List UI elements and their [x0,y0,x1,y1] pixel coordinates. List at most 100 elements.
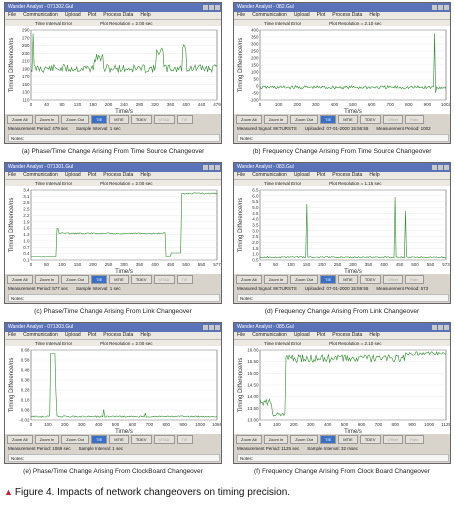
toolbar-button[interactable]: Zoom Out [61,275,90,284]
toolbar-button[interactable]: Zoom In [34,435,60,444]
maximize-icon[interactable] [438,5,443,10]
menu-item[interactable]: Plot [87,332,97,338]
toolbar-button[interactable]: TDEV [130,435,152,444]
minimize-icon[interactable] [203,5,208,10]
toolbar-button[interactable]: Zoom Out [61,115,90,124]
toolbar-button[interactable]: Zoom Out [290,435,319,444]
close-icon[interactable] [444,165,449,170]
menu-item[interactable]: File [8,332,17,338]
maximize-icon[interactable] [209,5,214,10]
toolbar-button[interactable]: Rate [405,275,424,284]
close-icon[interactable] [444,325,449,330]
menu-item[interactable]: Plot [316,332,326,338]
menu-item[interactable]: Plot [316,172,326,178]
toolbar-button[interactable]: Zoom In [34,115,60,124]
minimize-icon[interactable] [432,165,437,170]
toolbar-button[interactable]: Zoom In [263,275,289,284]
menu-item[interactable]: File [237,332,246,338]
toolbar-button[interactable]: TIE [320,435,337,444]
toolbar-button[interactable]: MTIE [338,435,358,444]
maximize-icon[interactable] [438,165,443,170]
menu-item[interactable]: Upload [64,12,81,18]
maximize-icon[interactable] [209,165,214,170]
toolbar-button[interactable]: TIE [320,115,337,124]
minimize-icon[interactable] [203,325,208,330]
minimize-icon[interactable] [432,325,437,330]
toolbar-button[interactable]: Offset [382,275,404,284]
toolbar-button[interactable]: MTAD [153,275,175,284]
menu-item[interactable]: Help [140,12,151,18]
notes-field[interactable]: Notes: [8,454,220,462]
menu-item[interactable]: Help [369,172,380,178]
toolbar-button[interactable]: Zoom In [263,435,289,444]
toolbar-button[interactable]: MTIE [109,115,129,124]
menu-item[interactable]: Upload [64,172,81,178]
menu-item[interactable]: Process Data [103,332,134,338]
toolbar-button[interactable]: TIE [176,115,193,124]
menu-item[interactable]: Plot [316,12,326,18]
menu-item[interactable]: Process Data [332,332,363,338]
toolbar-button[interactable]: TIE [176,435,193,444]
menu-item[interactable]: Communication [252,332,287,338]
toolbar-button[interactable]: TDEV [359,435,381,444]
toolbar-button[interactable]: TIE [176,275,193,284]
toolbar-button[interactable]: Zoom All [7,275,33,284]
menu-item[interactable]: Communication [252,12,287,18]
menu-item[interactable]: Communication [23,12,58,18]
maximize-icon[interactable] [209,325,214,330]
minimize-icon[interactable] [432,5,437,10]
toolbar-button[interactable]: TIE [91,275,108,284]
toolbar-button[interactable]: Zoom Out [290,115,319,124]
menu-item[interactable]: Help [369,12,380,18]
toolbar-button[interactable]: MTIE [109,435,129,444]
menu-item[interactable]: Help [369,332,380,338]
menu-item[interactable]: Help [140,332,151,338]
toolbar-button[interactable]: Zoom All [236,115,262,124]
minimize-icon[interactable] [203,165,208,170]
menu-item[interactable]: Plot [87,12,97,18]
notes-field[interactable]: Notes: [237,454,449,462]
notes-field[interactable]: Notes: [8,294,220,302]
toolbar-button[interactable]: MTIE [109,275,129,284]
toolbar-button[interactable]: TIE [91,115,108,124]
toolbar-button[interactable]: Offset [382,435,404,444]
close-icon[interactable] [444,5,449,10]
menu-item[interactable]: File [237,12,246,18]
notes-field[interactable]: Notes: [237,134,449,142]
menu-item[interactable]: Communication [23,332,58,338]
toolbar-button[interactable]: Zoom All [7,115,33,124]
toolbar-button[interactable]: Rate [405,115,424,124]
toolbar-button[interactable]: TDEV [130,115,152,124]
close-icon[interactable] [215,325,220,330]
close-icon[interactable] [215,5,220,10]
menu-item[interactable]: File [237,172,246,178]
toolbar-button[interactable]: TDEV [359,115,381,124]
toolbar-button[interactable]: Zoom In [34,275,60,284]
toolbar-button[interactable]: TIE [320,275,337,284]
menu-item[interactable]: Upload [293,12,310,18]
menu-item[interactable]: Process Data [103,172,134,178]
menu-item[interactable]: Communication [23,172,58,178]
toolbar-button[interactable]: Zoom All [236,435,262,444]
notes-field[interactable]: Notes: [8,134,220,142]
menu-item[interactable]: File [8,12,17,18]
maximize-icon[interactable] [438,325,443,330]
close-icon[interactable] [215,165,220,170]
notes-field[interactable]: Notes: [237,294,449,302]
menu-item[interactable]: Process Data [332,172,363,178]
toolbar-button[interactable]: MTAD [153,435,175,444]
menu-item[interactable]: Communication [252,172,287,178]
toolbar-button[interactable]: Zoom In [263,115,289,124]
toolbar-button[interactable]: TDEV [359,275,381,284]
toolbar-button[interactable]: Zoom Out [61,435,90,444]
menu-item[interactable]: Plot [87,172,97,178]
menu-item[interactable]: Process Data [332,12,363,18]
toolbar-button[interactable]: Zoom All [7,435,33,444]
toolbar-button[interactable]: Rate [405,435,424,444]
toolbar-button[interactable]: MTIE [338,275,358,284]
menu-item[interactable]: Upload [64,332,81,338]
menu-item[interactable]: File [8,172,17,178]
toolbar-button[interactable]: Zoom Out [290,275,319,284]
toolbar-button[interactable]: Zoom All [236,275,262,284]
menu-item[interactable]: Upload [293,172,310,178]
